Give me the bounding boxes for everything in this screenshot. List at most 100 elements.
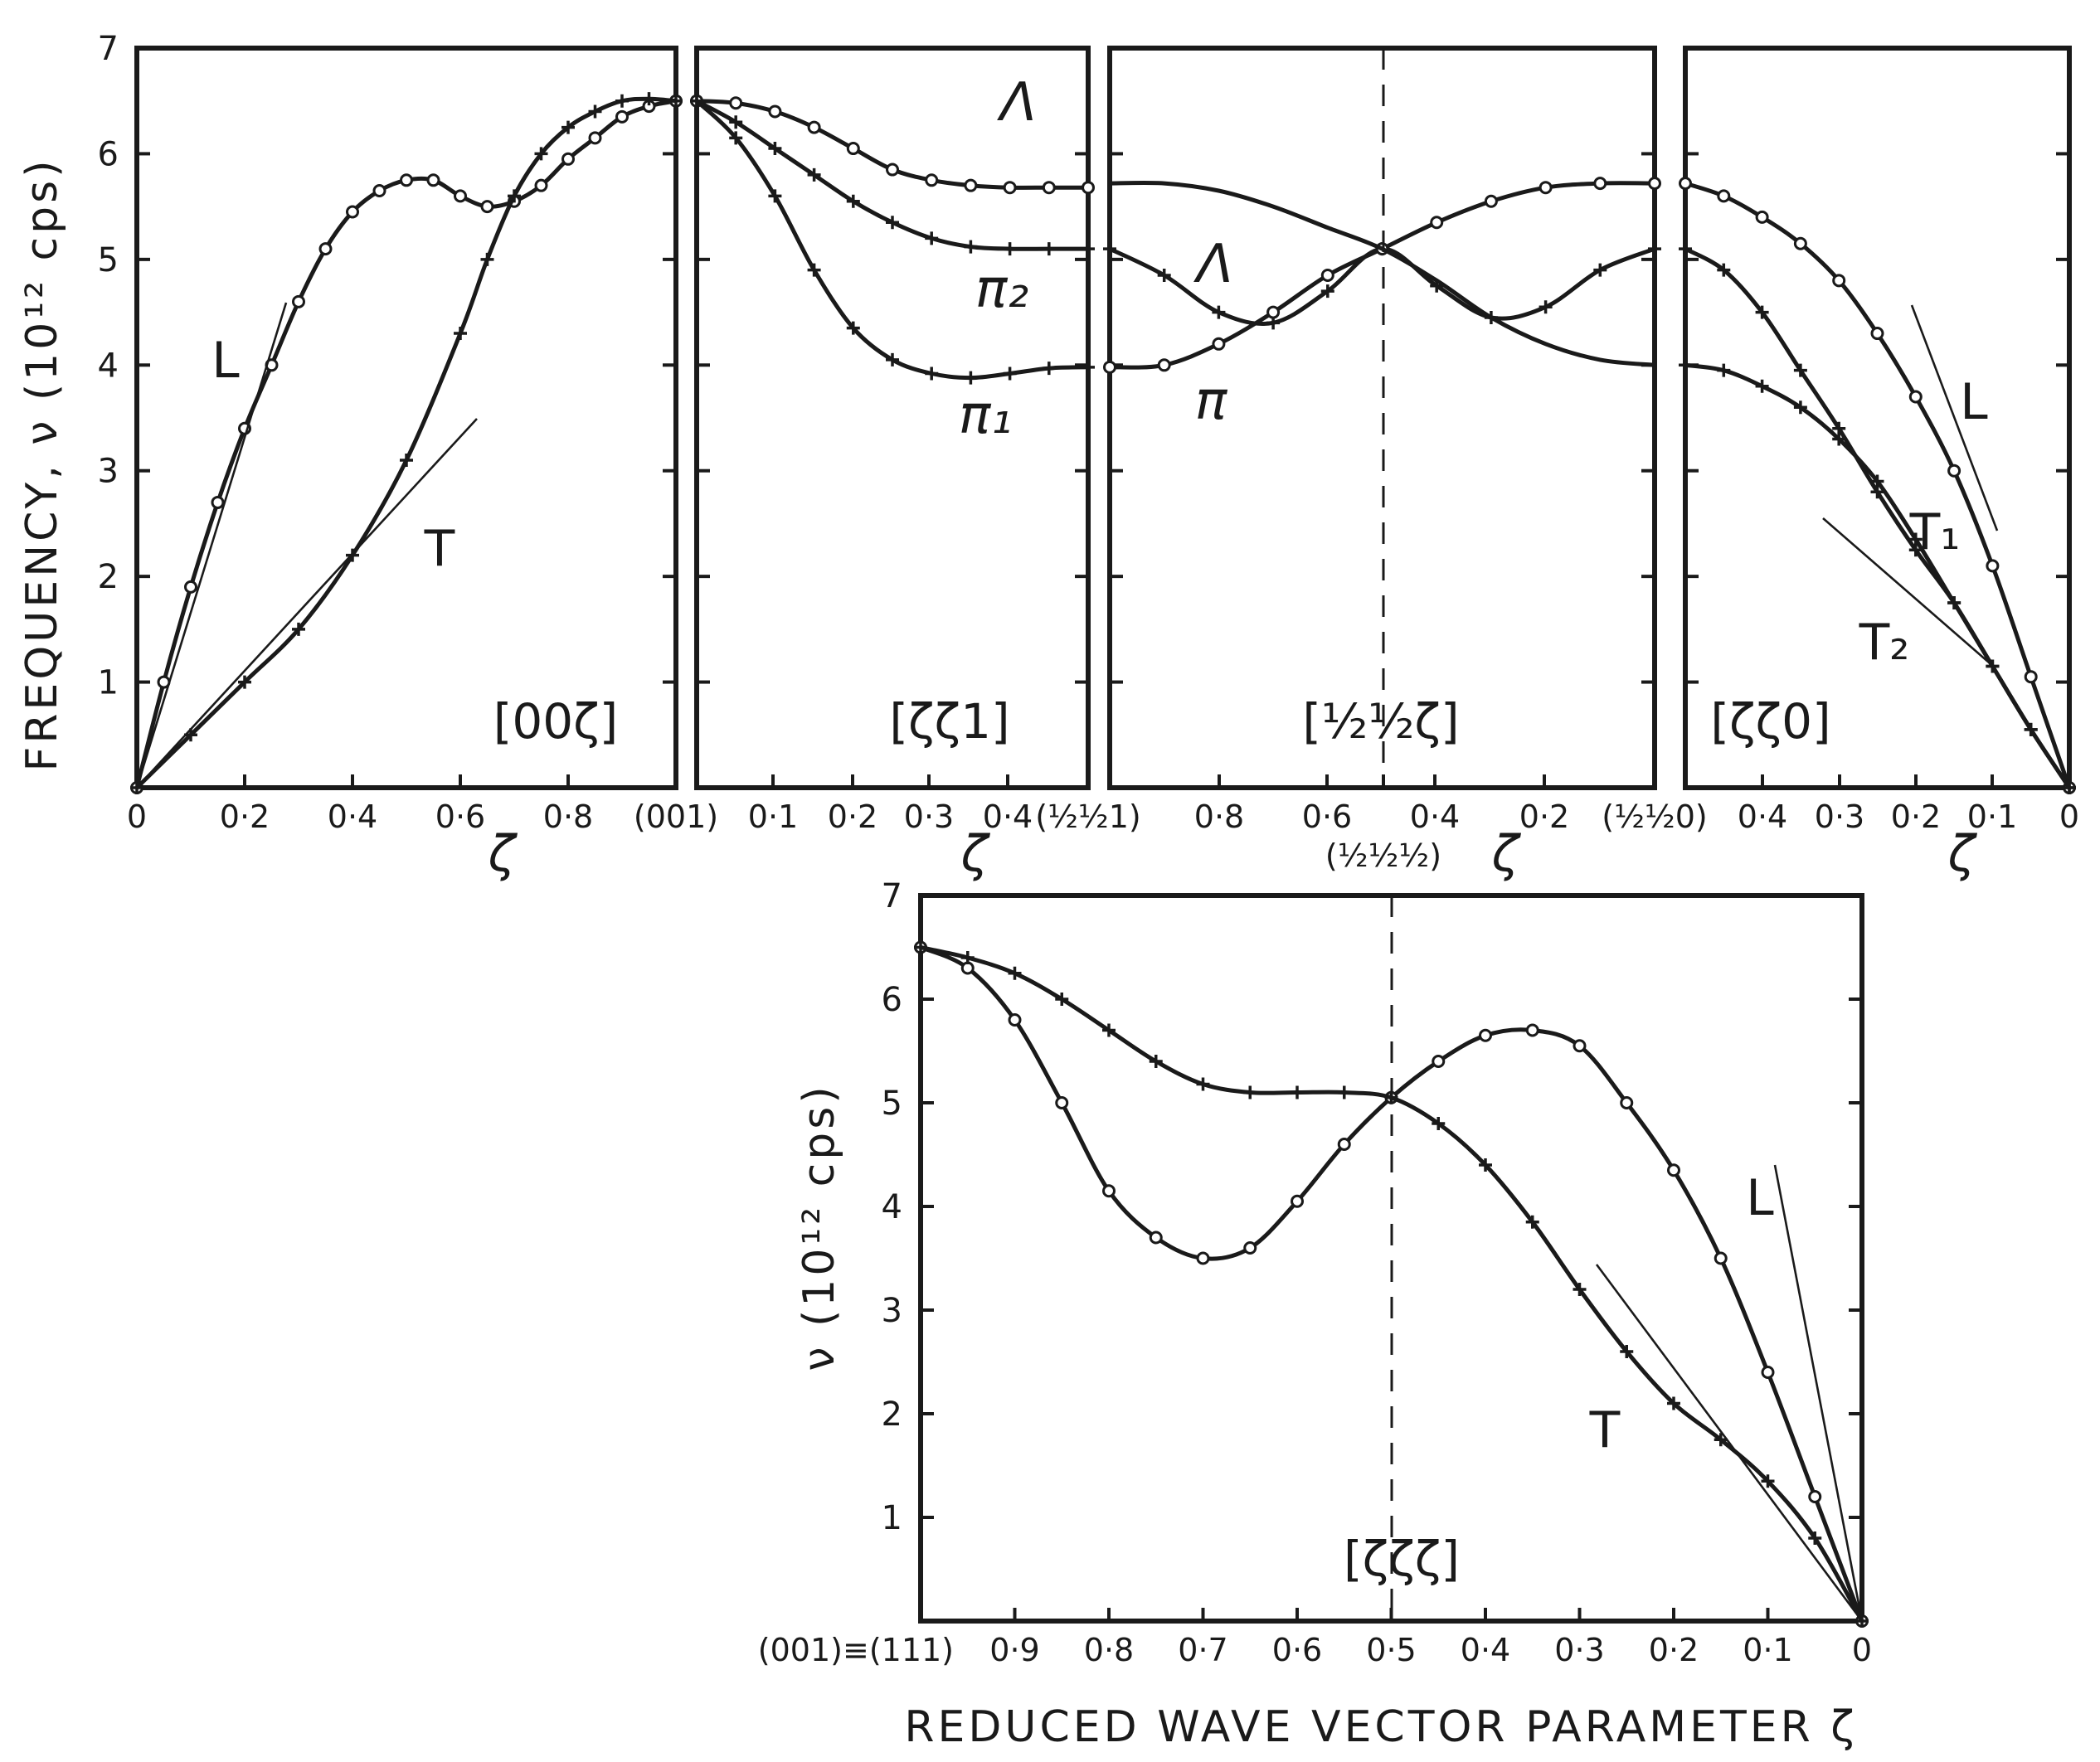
- data-point: [1986, 559, 2000, 573]
- data-point: [807, 167, 821, 182]
- data-point: [1291, 1085, 1304, 1099]
- data-point: [960, 951, 975, 964]
- data-point: [1648, 177, 1661, 191]
- data-point: [1832, 432, 1846, 446]
- data-point: [615, 94, 629, 108]
- y-tick-label: 6: [882, 981, 902, 1019]
- panel-frame: [1683, 46, 2072, 790]
- data-point: [1157, 268, 1171, 282]
- data-point: [1008, 966, 1022, 980]
- data-point: [1908, 390, 1923, 404]
- data-point: [1717, 263, 1731, 277]
- y-tick-label: 7: [882, 877, 902, 915]
- data-point: [690, 94, 703, 108]
- data-point: [1870, 327, 1884, 341]
- data-point: [588, 131, 602, 145]
- y-tick-label: 4: [98, 347, 119, 385]
- data-point: [886, 216, 899, 230]
- data-point: [318, 242, 333, 256]
- data-point: [886, 163, 899, 177]
- data-point: [1008, 1013, 1022, 1027]
- data-point: [1679, 242, 1692, 256]
- data-point: [588, 104, 602, 119]
- x-tick-label: 0·8: [1084, 1632, 1134, 1668]
- data-point: [807, 120, 821, 134]
- series-line: [135, 96, 677, 789]
- data-point: [1243, 1085, 1257, 1099]
- data-point: [346, 205, 359, 219]
- data-point: [1212, 305, 1226, 319]
- panel4-direction-label: [ζζ0]: [1710, 693, 1830, 750]
- data-point: [561, 152, 575, 166]
- data-point: [1337, 1138, 1351, 1151]
- data-point: [1479, 1028, 1492, 1042]
- bottom-xlabel: REDUCED WAVE VECTOR PARAMETER ζ: [904, 1702, 1857, 1752]
- x-tick-label: 0·3: [1554, 1632, 1604, 1668]
- data-point: [1947, 596, 1961, 609]
- bottom-ylabel: ν (10¹² cps): [795, 1083, 844, 1371]
- data-point: [1755, 379, 1769, 393]
- panel2-direction-label: [ζζ1]: [889, 693, 1009, 750]
- data-point: [1484, 194, 1498, 208]
- data-point: [561, 120, 575, 134]
- data-point: [1761, 1474, 1775, 1488]
- data-point: [1679, 177, 1692, 191]
- data-point: [1196, 1251, 1210, 1265]
- panel2-label-lambda: Λ: [996, 72, 1037, 133]
- data-point: [1003, 366, 1017, 381]
- tangent-line: [1595, 1264, 1864, 1622]
- data-point: [1102, 1023, 1116, 1037]
- data-point: [426, 173, 440, 187]
- data-point: [886, 352, 899, 366]
- data-point: [292, 294, 305, 308]
- x-tick-label: 0·4: [1738, 798, 1787, 835]
- data-point: [1620, 1096, 1634, 1109]
- data-point: [454, 327, 467, 341]
- panel2-label-pi1: π₁: [959, 385, 1012, 446]
- data-point: [372, 184, 386, 198]
- x-tick-label: 0: [2059, 798, 2079, 835]
- panel3-xlabel: ζ: [1491, 825, 1522, 883]
- x-tick-label: 0·2: [220, 798, 270, 835]
- data-point: [1055, 1096, 1069, 1109]
- data-point: [1149, 1055, 1163, 1068]
- data-point: [1793, 363, 1807, 377]
- data-point: [238, 675, 251, 689]
- data-point: [914, 940, 927, 954]
- x-tick-label: (001): [634, 798, 718, 835]
- data-point: [1755, 210, 1769, 224]
- data-point: [1525, 1023, 1539, 1037]
- data-point: [1212, 337, 1226, 351]
- panel3-label-pi: π: [1195, 371, 1228, 432]
- data-point: [669, 94, 683, 108]
- x-tick-label: (½½1): [1035, 798, 1141, 835]
- tangent-line: [136, 418, 478, 789]
- tangent-line: [135, 302, 288, 789]
- data-point: [1003, 181, 1017, 195]
- y-tick-label: 6: [98, 135, 119, 173]
- data-point: [1003, 242, 1017, 256]
- data-point: [2063, 781, 2076, 794]
- x-tick-label: (½½½): [1325, 837, 1441, 874]
- y-tick-label: 5: [98, 241, 119, 279]
- data-point: [846, 142, 860, 156]
- data-point: [184, 580, 197, 594]
- data-point: [1102, 1184, 1116, 1198]
- panel-2: 0·1 0·2 0·3 0·4 (½½1): [690, 46, 1141, 835]
- data-point: [480, 200, 494, 214]
- data-point: [925, 366, 939, 381]
- data-point: [1042, 242, 1056, 256]
- data-point: [1525, 1215, 1539, 1229]
- x-tick-label: 0·6: [1302, 798, 1352, 835]
- data-point: [1320, 284, 1334, 299]
- data-point: [846, 321, 860, 335]
- x-tick-label: 0·2: [1649, 1632, 1699, 1668]
- y-tick-label: 2: [98, 558, 119, 596]
- panel-3: 0·8 0·6(½½½)0·4 0·2 (½½0): [1103, 46, 1708, 874]
- x-tick-label: 0·1: [1743, 1632, 1792, 1668]
- x-tick-label: 0·8: [1194, 798, 1244, 835]
- data-point: [768, 189, 782, 203]
- x-tick-label: 0·6: [435, 798, 485, 835]
- data-point: [1082, 242, 1095, 256]
